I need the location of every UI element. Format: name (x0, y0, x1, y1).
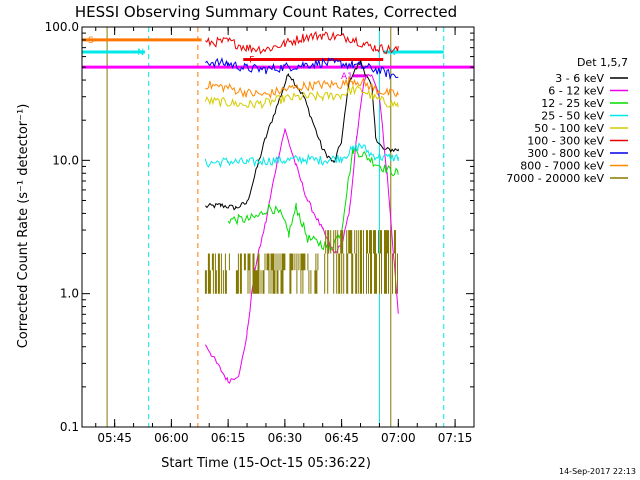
series-line (205, 75, 399, 100)
state-flag-label: A1 (341, 72, 353, 82)
event-lines (106, 27, 445, 427)
legend-label: 12 - 25 keV (541, 97, 604, 110)
y-axis-label: Corrected Count Rate (s⁻¹ detector⁻¹) (16, 104, 31, 349)
axes: 05:45 06:00 06:15 06:30 06:45 07:00 07:15 0.1 1.… (45, 20, 475, 445)
series-line (227, 146, 399, 252)
series-line (205, 57, 399, 80)
x-tick-label: 07:00 (381, 431, 416, 445)
footer-timestamp: 14-Sep-2017 22:13 (559, 467, 636, 476)
x-tick-label: 06:15 (211, 431, 246, 445)
legend-label: 50 - 100 keV (534, 122, 604, 135)
state-flag-label: N (137, 48, 144, 58)
legend-label: 100 - 300 keV (527, 135, 604, 148)
y-tick-label: 100.0 (45, 20, 79, 34)
x-tick-label: 06:45 (324, 431, 359, 445)
series-line (205, 59, 399, 211)
legend-label: 300 - 800 keV (527, 147, 604, 160)
series-line (204, 73, 399, 384)
y-tick-label: 10.0 (52, 153, 79, 167)
legend-title: Det 1,5,7 (577, 56, 628, 69)
plot-frame (81, 26, 475, 428)
legend-label: 25 - 50 keV (541, 110, 604, 123)
x-tick-label: 06:00 (154, 431, 189, 445)
y-tick-label: 1.0 (60, 287, 79, 301)
x-axis-label: Start Time (15-Oct-15 05:36:22) (161, 456, 371, 471)
series-group (204, 30, 399, 384)
state-flag-label: F (249, 56, 254, 66)
state-flag-label: N (389, 48, 396, 58)
x-tick-label: 07:15 (438, 431, 473, 445)
legend-label: 800 - 7000 keV (520, 160, 604, 173)
x-tick-label: 05:45 (97, 431, 132, 445)
x-tick-label: 06:30 (268, 431, 303, 445)
series-line (204, 84, 399, 110)
y-tick-label: 0.1 (60, 420, 79, 434)
series-line (204, 142, 399, 169)
series-line (204, 230, 398, 294)
state-flag-label: S (88, 36, 94, 46)
legend-label: 7000 - 20000 keV (506, 172, 604, 185)
chart-title: HESSI Observing Summary Count Rates, Cor… (75, 3, 457, 21)
legend-label: 6 - 12 keV (548, 85, 604, 98)
series-line (205, 30, 399, 55)
legend-label: 3 - 6 keV (555, 72, 604, 85)
state-flags: S N N F A1 (82, 36, 444, 82)
